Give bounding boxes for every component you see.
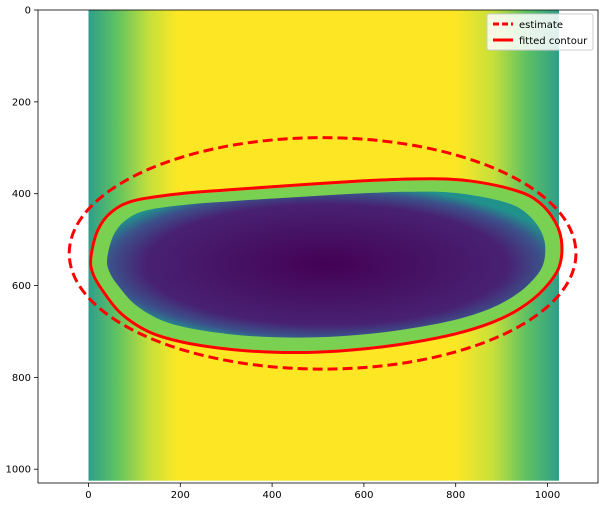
y-tick-label: 800 (12, 373, 31, 384)
y-axis: 0 200 400 600 800 1000 (6, 6, 38, 476)
x-tick-label: 1000 (535, 490, 560, 501)
legend-label-estimate: estimate (519, 20, 563, 31)
x-tick-label: 400 (263, 490, 282, 501)
x-tick-label: 800 (446, 490, 465, 501)
cell-interior (106, 191, 546, 338)
x-tick-label: 200 (171, 490, 190, 501)
legend-box (486, 13, 594, 51)
legend: estimate fitted contour (486, 13, 594, 51)
y-tick-label: 600 (12, 281, 31, 292)
y-tick-label: 0 (25, 6, 31, 17)
x-tick-label: 0 (85, 490, 91, 501)
axes-frame (37, 9, 599, 484)
y-tick-label: 1000 (6, 465, 31, 476)
y-tick-label: 400 (12, 189, 31, 200)
x-tick-label: 600 (354, 490, 373, 501)
y-tick-label: 200 (12, 97, 31, 108)
series-fitted-contour-line (89, 177, 564, 355)
series-estimate-ellipse (67, 136, 578, 371)
legend-label-fitted-contour: fitted contour (519, 36, 588, 47)
x-axis: 0 200 400 600 800 1000 (85, 483, 560, 501)
